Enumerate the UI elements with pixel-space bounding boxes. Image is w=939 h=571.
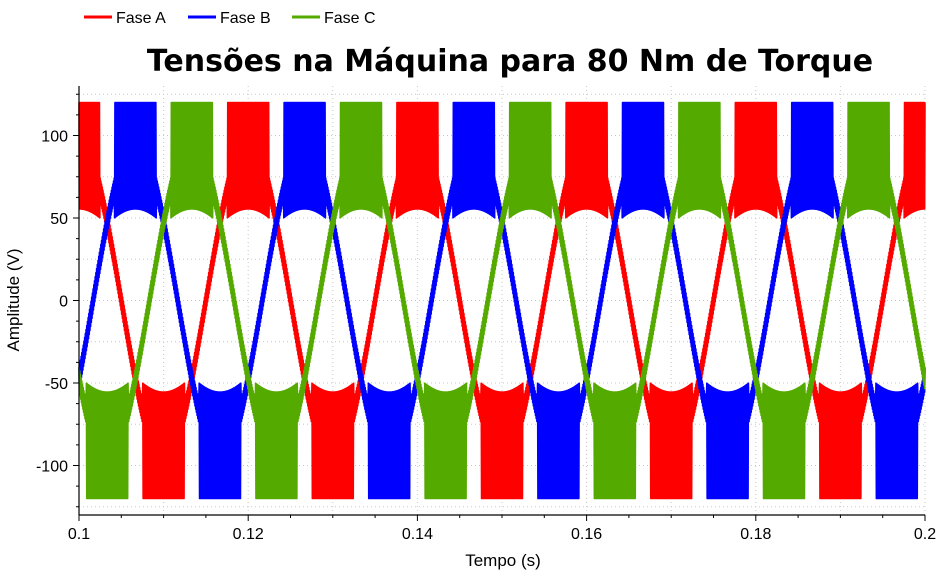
x-tick-label: 0.12	[233, 526, 264, 543]
legend-label-fase-b: Fase B	[220, 10, 271, 27]
legend-label-fase-c: Fase C	[324, 10, 376, 27]
y-tick-label: 0	[59, 294, 68, 311]
series-layer	[78, 101, 926, 500]
legend-label-fase-a: Fase A	[116, 10, 166, 27]
x-axis-label: Tempo (s)	[465, 551, 541, 570]
x-tick-label: 0.18	[740, 526, 771, 543]
series-line-fase-c	[78, 101, 926, 500]
y-tick-label: 100	[41, 129, 68, 146]
x-tick-label: 0.1	[68, 526, 90, 543]
y-axis-label: Amplitude (V)	[4, 249, 23, 352]
x-tick-label: 0.16	[571, 526, 602, 543]
y-tick-label: -100	[36, 459, 68, 476]
y-tick-label: 50	[50, 211, 68, 228]
x-tick-label: 0.14	[402, 526, 433, 543]
legend: Fase A Fase B Fase C	[84, 10, 376, 27]
axes: 0.1 0.12 0.14 0.16 0.18 0.2 -100 -50 0 50 100	[36, 86, 936, 543]
y-tick-label: -50	[45, 376, 68, 393]
chart-title: Tensões na Máquina para 80 Nm de Torque	[147, 44, 873, 79]
x-tick-label: 0.2	[914, 526, 936, 543]
